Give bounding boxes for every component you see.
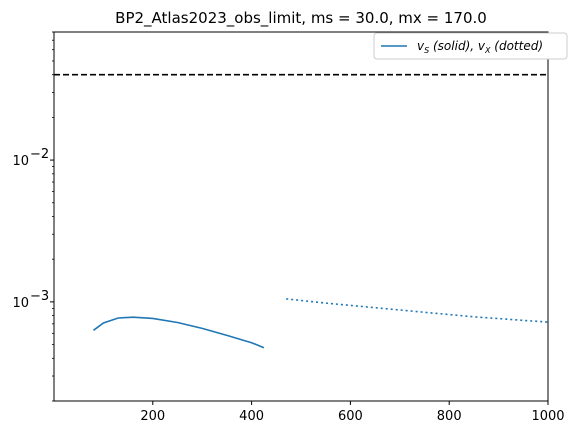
legend: vS (solid), vX (dotted) [373, 32, 568, 60]
x-axis: 200 400 600 800 1000 [140, 401, 565, 424]
series-solid-line [93, 316, 265, 349]
y-axis: 10−310−2 [12, 31, 54, 402]
x-tick-label: 600 [338, 409, 363, 424]
series-group [93, 298, 549, 349]
x-tick-label: 1000 [531, 409, 564, 424]
chart-title: BP2_Atlas2023_obs_limit, ms = 30.0, mx =… [115, 9, 487, 28]
axes-frame [53, 31, 549, 402]
y-tick-label: 10 [12, 296, 29, 311]
y-tick-exponent: −2 [30, 147, 49, 162]
x-tick-label: 400 [239, 409, 264, 424]
legend-box [373, 32, 568, 60]
y-tick-label: 10 [12, 154, 29, 169]
x-tick-label: 800 [437, 409, 462, 424]
legend-label: vS (solid), vX (dotted) [417, 39, 543, 55]
y-tick-exponent: −3 [30, 289, 49, 304]
plot-area [53, 31, 549, 402]
series-dotted-line [286, 298, 549, 323]
x-tick-label: 200 [140, 409, 165, 424]
